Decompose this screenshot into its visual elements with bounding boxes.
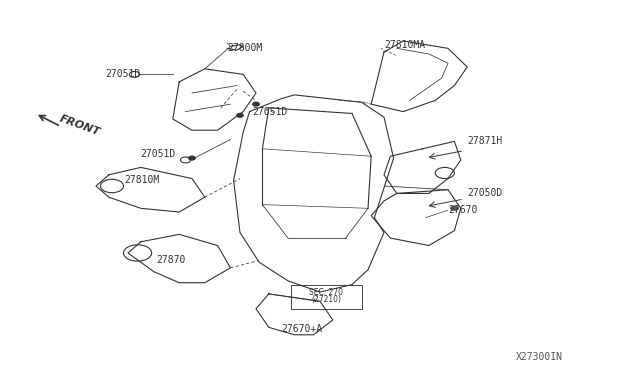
Circle shape xyxy=(189,156,195,160)
Text: 27050D: 27050D xyxy=(467,189,502,198)
Text: 27670: 27670 xyxy=(448,205,477,215)
Circle shape xyxy=(237,113,243,117)
Text: (27210): (27210) xyxy=(312,295,341,304)
Text: 27870: 27870 xyxy=(157,256,186,265)
Text: 27051D: 27051D xyxy=(253,107,288,116)
Text: FRONT: FRONT xyxy=(58,114,101,138)
Text: 27810MA: 27810MA xyxy=(384,40,425,49)
FancyBboxPatch shape xyxy=(291,285,362,309)
Text: 27051D: 27051D xyxy=(106,70,141,79)
Text: SEC. 270: SEC. 270 xyxy=(309,288,344,296)
Text: X27300IN: X27300IN xyxy=(516,352,563,362)
Circle shape xyxy=(253,102,259,106)
Circle shape xyxy=(450,206,459,211)
Text: 27051D: 27051D xyxy=(141,150,176,159)
Text: 27800M: 27800M xyxy=(227,44,262,53)
Text: 27871H: 27871H xyxy=(467,137,502,146)
Text: 27810M: 27810M xyxy=(125,176,160,185)
Text: 27670+A: 27670+A xyxy=(282,324,323,334)
